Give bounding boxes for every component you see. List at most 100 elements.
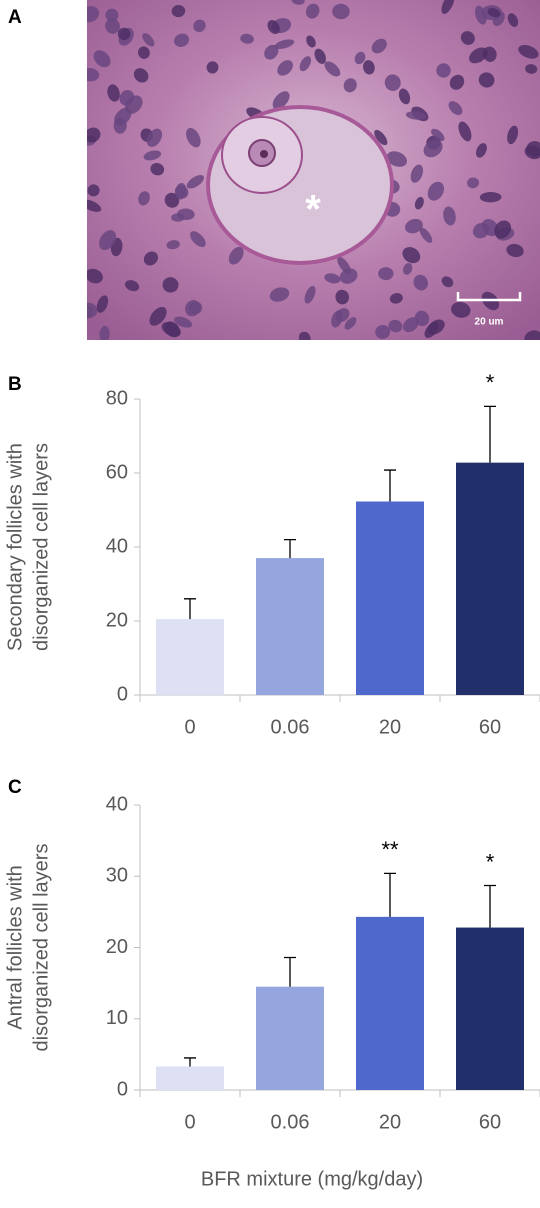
nucleus — [166, 240, 180, 250]
x-tick-label: 20 — [379, 1111, 401, 1133]
nucleus — [458, 121, 472, 142]
x-tick-label: 0 — [184, 1111, 195, 1133]
x-tick-label: 0.06 — [271, 716, 310, 738]
nucleus — [99, 325, 110, 340]
nucleus — [441, 0, 455, 15]
nucleus — [460, 31, 475, 45]
nucleus — [494, 220, 512, 239]
nucleus — [402, 247, 421, 264]
y-axis-label: disorganized cell layers — [30, 443, 52, 651]
nucleus — [388, 319, 403, 333]
significance-label: * — [486, 370, 495, 395]
nucleus — [414, 196, 424, 210]
nucleus — [87, 127, 101, 143]
nucleus — [424, 321, 439, 339]
y-tick-label: 20 — [106, 609, 128, 631]
bar — [456, 927, 524, 1090]
nucleus — [332, 3, 350, 20]
nucleus — [164, 192, 180, 208]
y-tick-label: 80 — [106, 387, 128, 409]
nucleus — [479, 192, 502, 203]
nucleus — [314, 48, 326, 64]
bar — [156, 619, 224, 695]
nucleus — [298, 331, 311, 340]
nucleus — [228, 246, 244, 265]
nucleus — [190, 231, 206, 248]
scale-bar — [456, 292, 522, 302]
nucleus — [469, 47, 488, 64]
nucleus — [423, 139, 443, 158]
nucleus — [96, 295, 109, 313]
histology-image: * 20 um — [87, 0, 540, 340]
nucleus — [386, 151, 408, 167]
y-tick-label: 0 — [117, 1078, 128, 1100]
nucleus — [149, 306, 167, 326]
nucleus — [87, 199, 102, 212]
nucleolus — [260, 150, 268, 158]
nucleus — [107, 84, 120, 102]
nucleus — [335, 308, 350, 322]
nucleus — [344, 317, 357, 330]
error-bar — [384, 469, 396, 502]
nucleus — [482, 46, 497, 62]
panel-label: A — [8, 7, 22, 28]
nucleus — [299, 56, 312, 72]
nucleus — [487, 7, 501, 18]
nucleus — [306, 35, 316, 48]
y-tick-label: 40 — [106, 793, 128, 815]
error-bar — [384, 872, 396, 917]
image-marker: * — [305, 188, 321, 232]
nucleus — [143, 251, 158, 266]
nucleus — [162, 277, 179, 293]
nucleus — [378, 267, 394, 281]
nucleus — [142, 33, 155, 47]
scale-bar-label: 20 um — [475, 317, 504, 328]
nucleus — [384, 74, 401, 91]
nucleus — [441, 276, 454, 288]
nucleus — [291, 0, 305, 5]
bar — [156, 1066, 224, 1090]
panel-label: C — [8, 777, 22, 798]
nucleus — [188, 301, 203, 315]
nucleus — [448, 101, 463, 116]
nucleus — [304, 285, 316, 304]
nucleus — [449, 74, 465, 90]
x-tick-label: 0.06 — [271, 1111, 310, 1133]
nucleus — [507, 13, 519, 27]
nucleus — [451, 301, 471, 318]
error-bar — [284, 956, 296, 987]
nucleus — [87, 302, 98, 319]
nucleus — [124, 280, 140, 292]
nucleus — [337, 256, 351, 275]
nucleus — [277, 60, 293, 76]
nucleus — [324, 273, 341, 284]
nucleus — [427, 181, 445, 201]
error-bar — [284, 538, 296, 559]
nucleus — [481, 218, 499, 237]
nucleus — [405, 218, 423, 234]
x-tick-label: 60 — [479, 716, 501, 738]
nucleus — [186, 127, 201, 148]
nucleus — [150, 162, 165, 176]
nucleus — [161, 322, 181, 337]
nucleus — [389, 292, 403, 304]
bar — [356, 501, 424, 695]
error-bar — [184, 598, 196, 620]
nucleus — [105, 8, 119, 22]
nucleus — [443, 206, 456, 226]
nucleus — [518, 44, 539, 59]
nucleus — [93, 50, 111, 68]
nucleus — [146, 128, 163, 147]
nucleus — [402, 317, 419, 333]
nucleus — [413, 274, 429, 291]
nucleus — [274, 39, 295, 49]
nucleus — [87, 6, 100, 23]
nucleus — [117, 27, 131, 41]
nucleus — [99, 230, 117, 251]
y-tick-label: 30 — [106, 865, 128, 887]
nucleus — [324, 61, 341, 77]
nucleus — [174, 316, 193, 328]
error-bar — [484, 405, 496, 463]
nucleus — [371, 38, 387, 54]
